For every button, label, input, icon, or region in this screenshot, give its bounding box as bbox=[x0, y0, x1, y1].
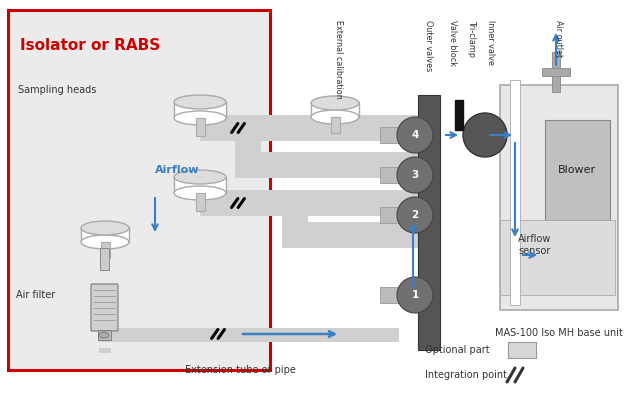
Text: 4: 4 bbox=[411, 130, 419, 140]
Bar bbox=[174, 102, 226, 118]
Bar bbox=[331, 117, 340, 133]
Bar bbox=[380, 207, 405, 223]
Bar bbox=[380, 287, 405, 303]
Text: Tri-clamp: Tri-clamp bbox=[468, 20, 476, 57]
Bar bbox=[101, 242, 110, 258]
Ellipse shape bbox=[311, 96, 359, 110]
Bar bbox=[248, 152, 433, 178]
Circle shape bbox=[397, 277, 433, 313]
Bar bbox=[335, 115, 425, 141]
Text: 3: 3 bbox=[411, 170, 419, 180]
Text: Isolator or RABS: Isolator or RABS bbox=[20, 38, 160, 53]
Circle shape bbox=[397, 117, 433, 153]
Text: Valve block: Valve block bbox=[448, 20, 456, 66]
Circle shape bbox=[397, 157, 433, 193]
Text: 1: 1 bbox=[411, 290, 419, 300]
Bar bbox=[8, 10, 270, 370]
Ellipse shape bbox=[174, 170, 226, 184]
Text: Extension tube or pipe: Extension tube or pipe bbox=[185, 365, 296, 375]
Circle shape bbox=[397, 197, 433, 233]
Bar bbox=[542, 68, 570, 76]
Ellipse shape bbox=[174, 111, 226, 125]
Bar bbox=[295, 222, 435, 248]
Bar bbox=[235, 141, 261, 178]
Ellipse shape bbox=[174, 186, 226, 200]
Text: Blower: Blower bbox=[558, 165, 596, 175]
Bar bbox=[99, 328, 399, 342]
Bar bbox=[196, 118, 205, 136]
Bar bbox=[99, 348, 111, 353]
Bar bbox=[81, 227, 129, 242]
Ellipse shape bbox=[81, 221, 129, 235]
Text: External calibration: External calibration bbox=[334, 20, 342, 99]
Bar bbox=[380, 127, 405, 143]
Bar bbox=[380, 167, 405, 183]
Bar bbox=[545, 120, 610, 220]
Ellipse shape bbox=[174, 95, 226, 109]
Text: Sampling heads: Sampling heads bbox=[18, 85, 96, 95]
Bar bbox=[508, 342, 536, 358]
Bar bbox=[200, 190, 425, 216]
Bar bbox=[500, 220, 615, 295]
Text: Integration point: Integration point bbox=[425, 370, 507, 380]
Text: Airflow: Airflow bbox=[155, 165, 200, 175]
Text: Optional part: Optional part bbox=[425, 345, 490, 355]
Text: Air outlet: Air outlet bbox=[553, 20, 563, 57]
Text: MAS-100 Iso MH base unit: MAS-100 Iso MH base unit bbox=[495, 328, 623, 338]
Ellipse shape bbox=[99, 332, 109, 338]
Bar bbox=[510, 80, 520, 305]
Bar bbox=[282, 216, 308, 248]
FancyBboxPatch shape bbox=[91, 284, 118, 331]
Bar bbox=[500, 85, 618, 310]
Ellipse shape bbox=[311, 110, 359, 124]
Bar bbox=[174, 177, 226, 193]
Text: Inner valve: Inner valve bbox=[486, 20, 496, 65]
Text: Airflow
sensor: Airflow sensor bbox=[518, 234, 552, 256]
Bar bbox=[455, 100, 463, 130]
Bar bbox=[200, 115, 425, 141]
Text: Air filter: Air filter bbox=[16, 290, 55, 300]
Circle shape bbox=[463, 113, 507, 157]
Bar bbox=[552, 52, 560, 92]
Bar bbox=[311, 102, 359, 117]
Bar bbox=[196, 193, 205, 211]
Bar bbox=[418, 95, 440, 350]
Bar bbox=[98, 330, 111, 340]
Text: Outer valves: Outer valves bbox=[424, 20, 433, 71]
Ellipse shape bbox=[81, 235, 129, 249]
Bar bbox=[100, 248, 109, 270]
Text: 2: 2 bbox=[411, 210, 419, 220]
